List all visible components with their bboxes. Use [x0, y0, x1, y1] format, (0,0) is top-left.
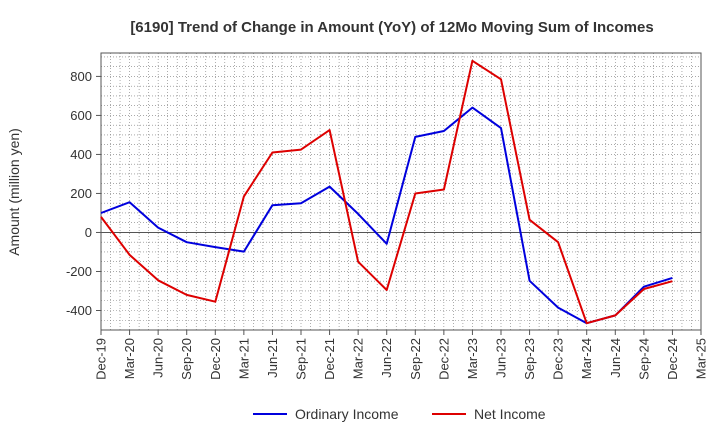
y-tick-label: -200	[66, 264, 92, 279]
x-tick-label: Mar-21	[236, 338, 251, 379]
series-lines	[100, 59, 673, 325]
legend-label: Ordinary Income	[295, 406, 399, 422]
x-tick-label: Sep-24	[636, 338, 651, 380]
y-axis-label: Amount (million yen)	[6, 128, 22, 256]
x-tick-label: Dec-20	[208, 338, 223, 380]
y-tick-label: 400	[70, 147, 92, 162]
x-tick-label: Dec-21	[322, 338, 337, 380]
legend: Ordinary Income Net Income	[253, 406, 546, 422]
y-tick-label: -400	[66, 303, 92, 318]
x-tick-label: Jun-24	[608, 338, 623, 378]
x-tick-label: Sep-22	[408, 338, 423, 380]
series-line-ordinary-income	[100, 106, 673, 325]
x-tick-label: Dec-22	[436, 338, 451, 380]
x-tick-label: Jun-21	[265, 338, 280, 378]
x-tick-label: Mar-24	[579, 338, 594, 379]
x-tick-label: Dec-19	[94, 338, 109, 380]
x-tick-label: Dec-23	[551, 338, 566, 380]
x-tick-label: Mar-23	[465, 338, 480, 379]
x-tick-label: Sep-20	[179, 338, 194, 380]
x-tick-label: Sep-21	[294, 338, 309, 380]
x-tick-label: Jun-22	[379, 338, 394, 378]
x-tick-label: Jun-20	[151, 338, 166, 378]
grid	[100, 53, 702, 331]
plot-area-border	[100, 52, 702, 331]
y-tick-label: 0	[85, 225, 92, 240]
x-tick-label: Mar-25	[694, 338, 709, 379]
legend-label: Net Income	[474, 406, 546, 422]
y-tick-label: 800	[70, 69, 92, 84]
y-tick-label: 600	[70, 108, 92, 123]
chart-title: [6190] Trend of Change in Amount (YoY) o…	[130, 19, 653, 36]
x-tick-label: Dec-24	[665, 338, 680, 380]
series-line-net-income	[100, 59, 673, 325]
x-tick-label: Mar-20	[122, 338, 137, 379]
x-tick-label: Sep-23	[522, 338, 537, 380]
axes	[96, 52, 702, 335]
y-tick-label: 200	[70, 186, 92, 201]
x-tick-label: Mar-22	[351, 338, 366, 379]
tick-labels: -400 -200 0 200 400 600 800 Dec-19 Mar-20 Jun-20 S…	[66, 69, 709, 380]
x-tick-label: Jun-23	[494, 338, 509, 378]
